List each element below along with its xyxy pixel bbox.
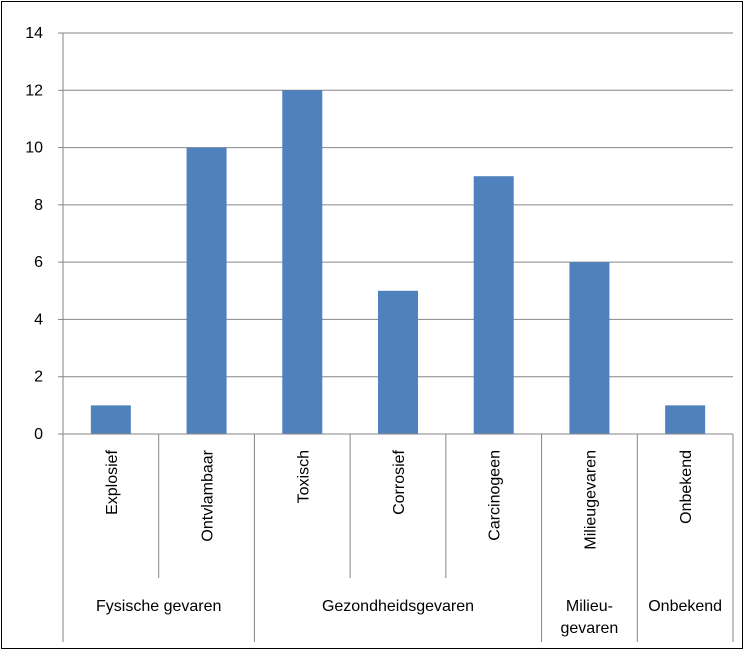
y-tick-label: 12 xyxy=(25,82,43,99)
bar xyxy=(90,405,131,434)
x-group-label: Milieu- xyxy=(566,598,613,615)
x-group-label: Gezondheidsgevaren xyxy=(322,598,474,615)
x-group-label: gevaren xyxy=(561,620,619,637)
y-tick-label: 6 xyxy=(34,254,43,271)
y-tick-label: 4 xyxy=(34,311,43,328)
x-category-label: Onbekend xyxy=(678,450,695,524)
x-category-label: Toxisch xyxy=(295,450,312,503)
bars xyxy=(90,90,706,435)
bar xyxy=(473,176,514,434)
x-category-label: Milieugevaren xyxy=(582,450,599,550)
y-tick-label: 14 xyxy=(25,25,43,42)
bar xyxy=(665,405,706,434)
bar xyxy=(186,147,227,435)
y-tick-label: 10 xyxy=(25,140,43,157)
gridlines xyxy=(58,32,733,435)
bar xyxy=(569,262,610,434)
x-category-label: Carcinogeen xyxy=(487,450,504,541)
y-tick-label: 0 xyxy=(34,426,43,443)
bar xyxy=(378,290,418,434)
x-category-label: Ontvlambaar xyxy=(200,449,217,541)
x-category-label: Corrosief xyxy=(391,449,408,514)
x-axis-group-labels: Fysische gevaren Gezondheidsgevaren Milieu… xyxy=(96,598,722,637)
x-group-label: Onbekend xyxy=(648,598,722,615)
x-group-label: Fysische gevaren xyxy=(96,598,221,615)
y-tick-label: 8 xyxy=(34,197,43,214)
category-axis xyxy=(62,33,734,642)
x-category-label: Explosief xyxy=(104,449,121,514)
x-axis-category-labels: Explosief Ontvlambaar Toxisch Corrosief Carc… xyxy=(104,449,695,549)
y-axis-tick-labels: 0 2 4 6 8 10 12 14 xyxy=(25,25,43,443)
bar xyxy=(282,90,323,435)
y-tick-label: 2 xyxy=(34,369,43,386)
